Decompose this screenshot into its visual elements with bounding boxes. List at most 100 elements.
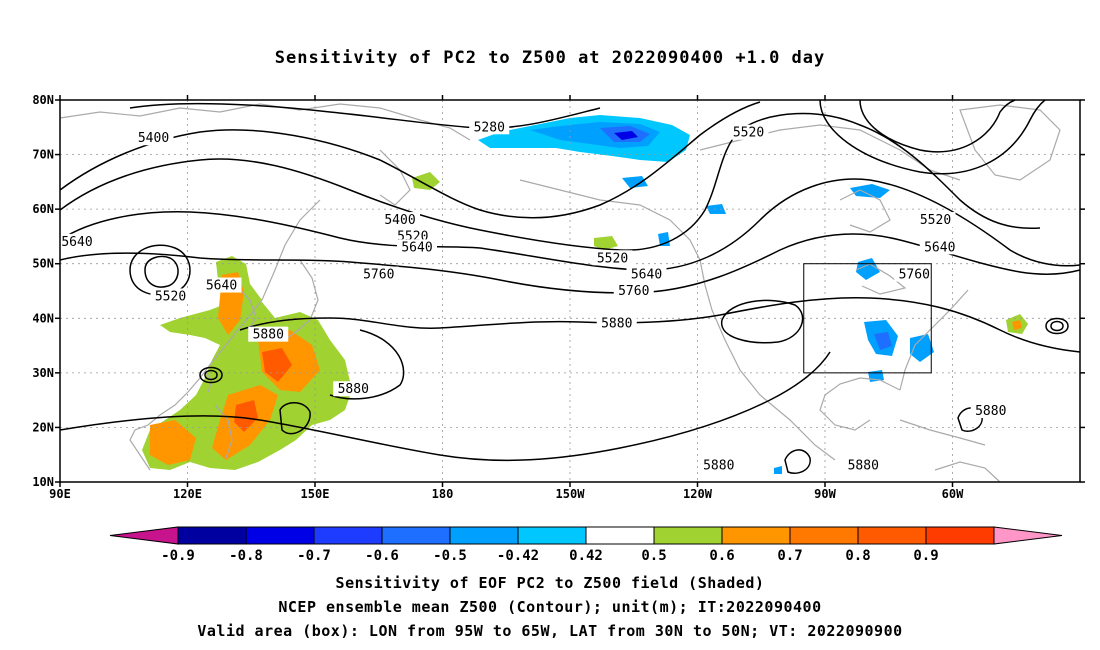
contour-label: 5880 [975, 404, 1006, 419]
lat-tick-label: 60N [32, 202, 54, 216]
contour-label: 5880 [703, 459, 734, 474]
coast-korea [239, 289, 257, 331]
longitude-ticks: 90E 120E 150E 180 150W 120W 90W 60W [49, 95, 964, 501]
contour-label-bg [596, 315, 637, 331]
shade-pos-aleutian-1 [412, 172, 440, 190]
contour-label: 5520 [920, 213, 951, 228]
shade-pos-atlantic-core [1012, 320, 1022, 330]
gridlines [60, 100, 1080, 482]
colorbar-label: -0.42 [497, 548, 539, 564]
contour-cyclone-atlantic [1045, 317, 1069, 335]
contour-label: 5640 [61, 235, 92, 250]
caption-line-1: Sensitivity of EOF PC2 to Z500 field (Sh… [335, 574, 765, 592]
contour-label: 5520 [733, 126, 764, 141]
contour-label-bg [626, 266, 667, 282]
colorbar-label: 0.5 [641, 548, 666, 564]
contour-label: 5880 [253, 328, 284, 343]
colorbar-segment [925, 526, 995, 545]
contour-label-bg [397, 239, 437, 255]
colorbar-extend-low [109, 526, 179, 545]
contour-label-bg [592, 250, 633, 266]
contour-label: 5520 [155, 289, 186, 304]
colorbar-label: 0.8 [845, 548, 870, 564]
contour-label-bg [970, 403, 1011, 419]
shade-neg-se-us-core [874, 332, 892, 350]
colorbar-segment [177, 526, 247, 545]
contour-north-loop-2 [819, 99, 1046, 175]
contour-label-bg [843, 457, 884, 473]
contour-label: 5640 [401, 240, 432, 255]
contour-tropic-low [279, 402, 311, 435]
colorbar-segment [517, 526, 587, 545]
contour-label-bg [358, 266, 399, 282]
lon-tick-label: 90W [814, 487, 836, 501]
contour-label-bg [57, 233, 97, 249]
sensitivity-shading [142, 115, 1028, 474]
colorbar-label: 0.42 [569, 548, 603, 564]
coast-asia-east [129, 199, 321, 471]
lon-tick-label: 120E [173, 487, 202, 501]
lat-tick-label: 20N [32, 420, 54, 434]
shade-neg-mexico [774, 466, 782, 474]
contour-label: 5880 [601, 317, 632, 332]
contour-label-bg [150, 288, 191, 304]
shade-red-1 [262, 348, 292, 382]
colorbar-segment [721, 526, 791, 545]
colorbar-segment [245, 526, 315, 545]
contour-5880-south [59, 351, 831, 462]
caption-line-2: NCEP ensemble mean Z500 (Contour); unit(… [278, 598, 822, 616]
contour-label-bg [201, 277, 242, 293]
coast-caribbean [899, 419, 986, 446]
lat-tick-label: 30N [32, 366, 54, 380]
shade-neg-hudson [850, 184, 890, 198]
lon-tick-label: 120W [683, 487, 713, 501]
shade-neg-alaska [622, 176, 648, 188]
contour-5400-a [59, 101, 761, 219]
lat-tick-label: 50N [32, 257, 54, 271]
lat-tick-label: 70N [32, 148, 54, 162]
contour-label: 5760 [618, 284, 649, 299]
contour-label: 5760 [899, 268, 930, 283]
contour-label-bg [333, 381, 374, 397]
contour-5280 [129, 102, 601, 129]
colorbar-extend-high [993, 526, 1063, 545]
contour-5520-a [59, 112, 1041, 251]
colorbar-segment [653, 526, 723, 545]
contour-label-bg [728, 124, 769, 140]
colorbar-label: 0.6 [709, 548, 734, 564]
contour-cyclone-pacific [199, 366, 223, 384]
figure-title: Sensitivity of PC2 to Z500 at 2022090400… [274, 48, 826, 68]
contour-label-bg [248, 326, 289, 342]
valid-area-box [803, 263, 932, 374]
contour-label: 5640 [206, 279, 237, 294]
contour-5880 [239, 296, 1081, 353]
contour-label: 5400 [138, 131, 169, 146]
contour-label-bg [698, 457, 739, 473]
colorbar-segment [449, 526, 519, 545]
caption-line-3: Valid area (box): LON from 95W to 65W, L… [197, 622, 903, 640]
contour-low-asia-1 [129, 244, 191, 296]
lat-tick-label: 10N [32, 475, 54, 489]
colorbar-label: -0.5 [433, 548, 467, 564]
lon-tick-label: 90E [49, 487, 71, 501]
contour-label: 5400 [384, 213, 415, 228]
contour-label: 5280 [474, 120, 505, 135]
contour-label-bg [133, 130, 174, 146]
colorbar-segment [381, 526, 451, 545]
shade-neg-atl-coast [910, 334, 934, 362]
contour-label-bg [613, 283, 654, 298]
shade-red-2 [234, 400, 258, 432]
lat-tick-label: 80N [32, 93, 54, 107]
colorbar-segment [857, 526, 927, 545]
contour-label: 5640 [631, 268, 662, 283]
coast-asia-north [59, 103, 471, 141]
contour-label: 5640 [924, 240, 955, 255]
contour-label: 5880 [848, 459, 879, 474]
colorbar-label: -0.7 [297, 548, 331, 564]
lon-tick-label: 180 [432, 487, 454, 501]
coast-great-lakes [855, 263, 907, 295]
colorbar-label: 0.7 [777, 548, 802, 564]
coast-hudson-bay [839, 189, 891, 233]
contour-low-asia-2 [144, 255, 179, 288]
